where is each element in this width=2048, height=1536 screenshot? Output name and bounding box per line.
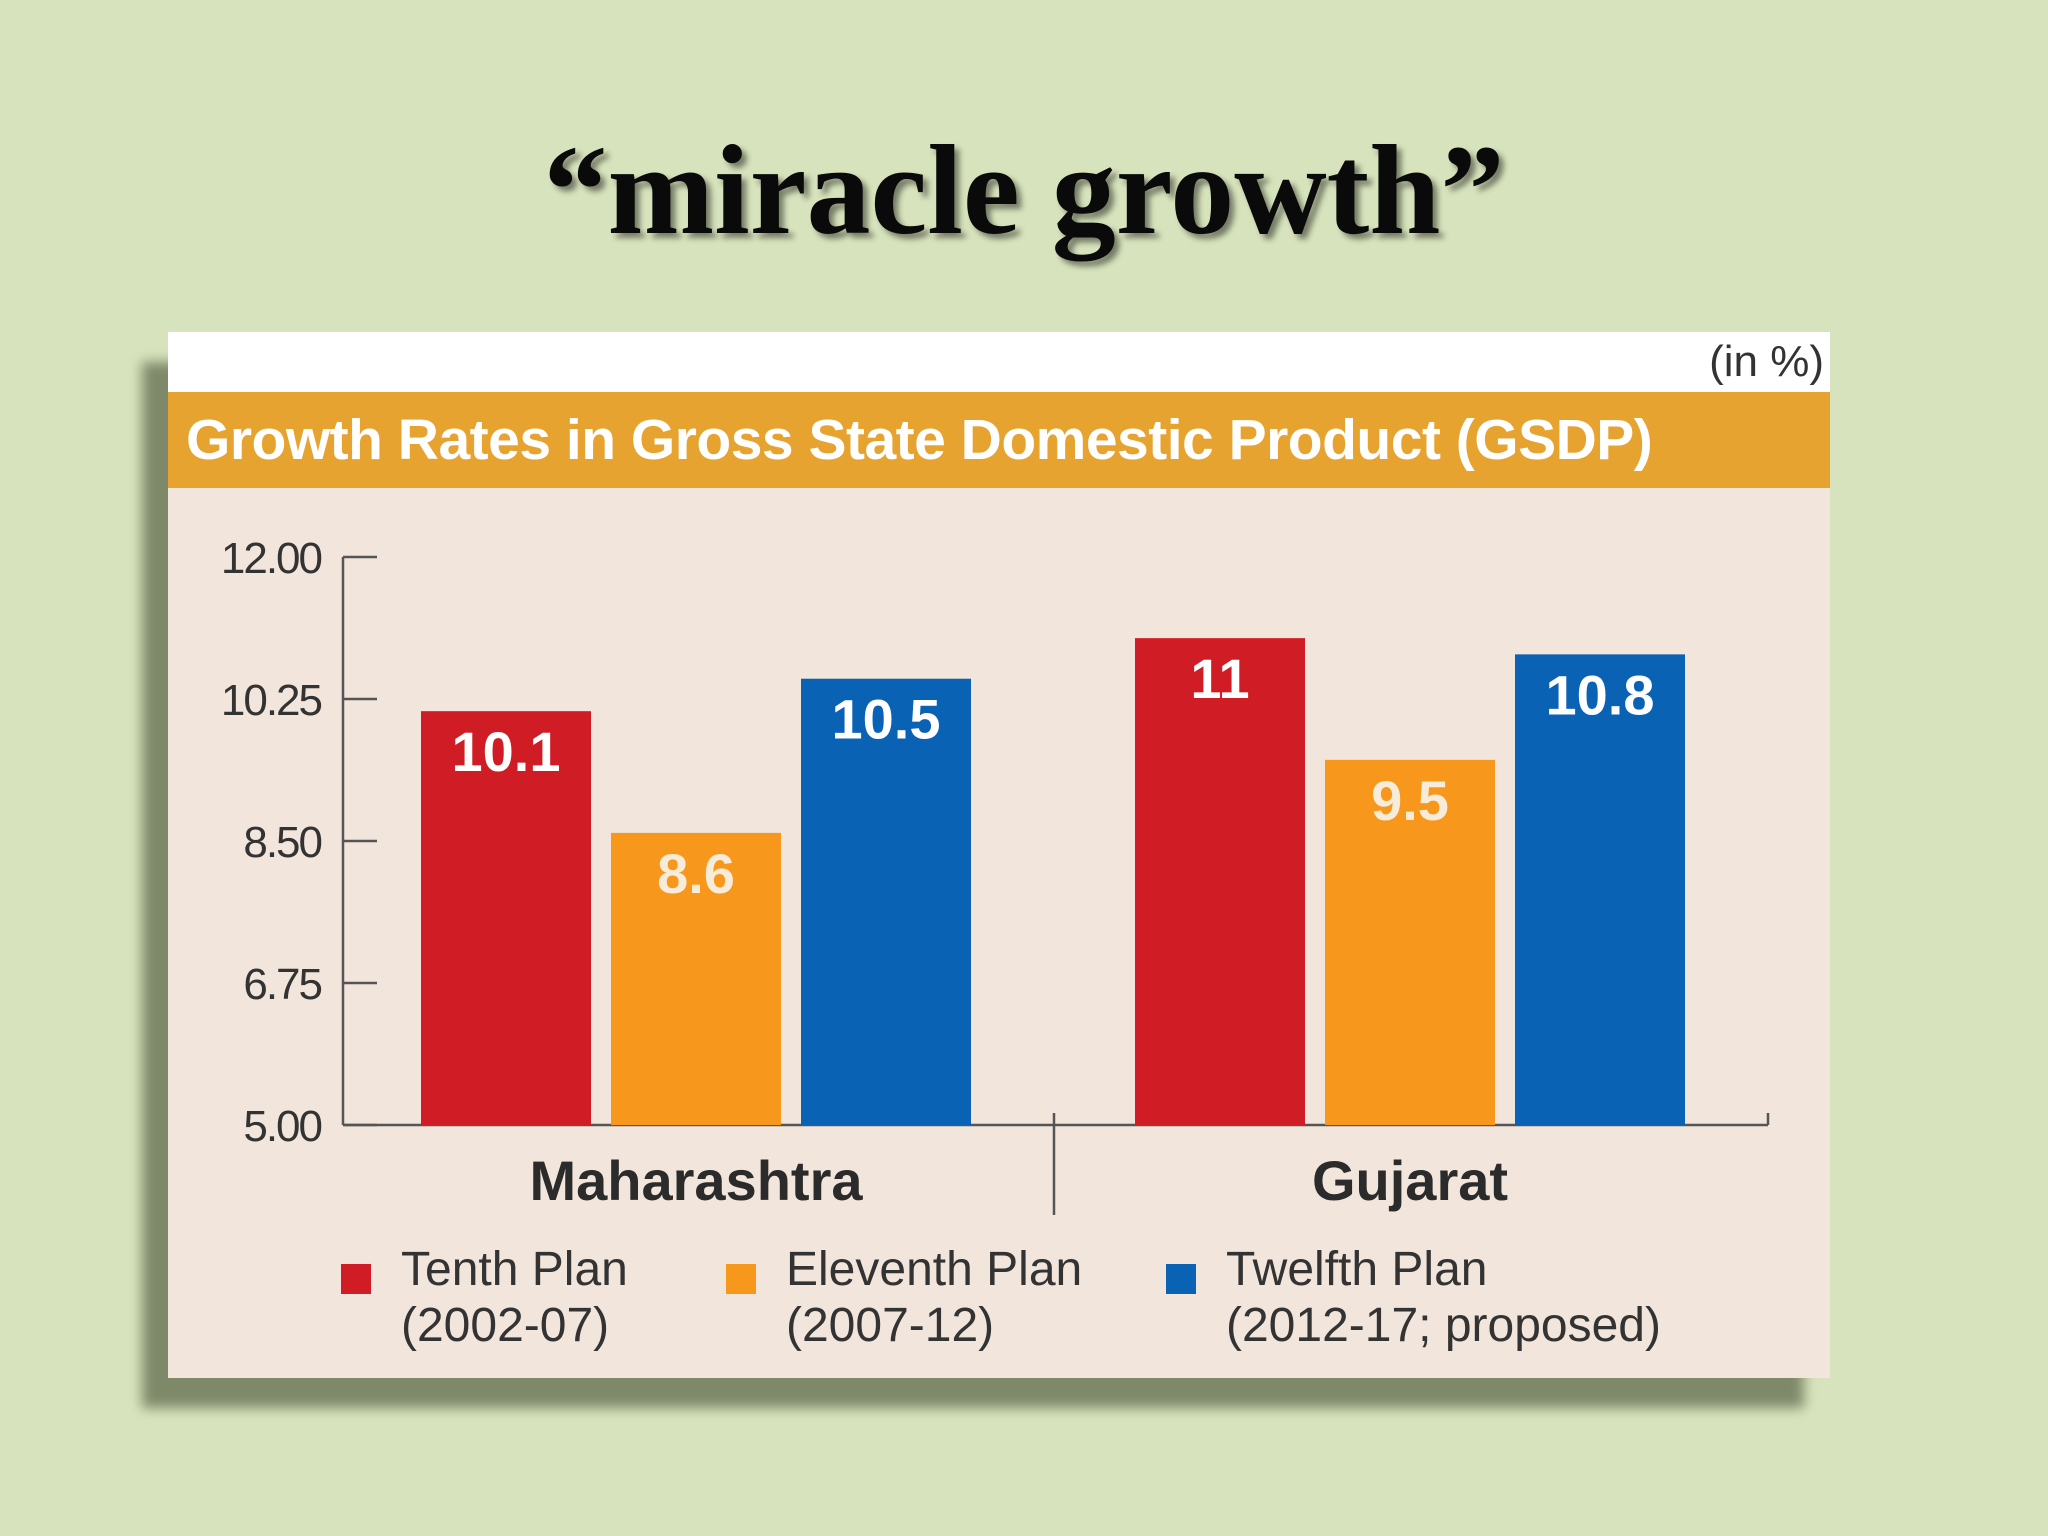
legend-period-tenth-plan: (2002-07) [401,1299,610,1352]
bar-value-label-eleventh-plan-maharashtra: 8.6 [657,842,735,905]
legend-label-tenth-plan: Tenth Plan [401,1243,628,1296]
chart-title-band: Growth Rates in Gross State Domestic Pro… [168,392,1830,488]
legend-swatch-tenth-plan [341,1264,371,1294]
bar-value-label-eleventh-plan-gujarat: 9.5 [1371,769,1449,832]
legend-swatch-eleventh-plan [726,1264,756,1294]
legend-label-twelfth-plan: Twelfth Plan [1226,1243,1488,1296]
slide-title: “miracle growth” [543,119,1505,261]
bar-twelfth-plan-maharashtra [801,678,971,1125]
y-tick-label-3: 10.25 [221,676,322,725]
bar-eleventh-plan-gujarat [1325,759,1495,1125]
chart-title: Growth Rates in Gross State Domestic Pro… [186,408,1653,472]
legend-period-eleventh-plan: (2007-12) [786,1299,995,1352]
bar-value-label-twelfth-plan-gujarat: 10.8 [1546,663,1655,726]
y-tick-label-0: 5.00 [243,1102,321,1151]
category-label-maharashtra: Maharashtra [529,1149,863,1212]
legend-label-eleventh-plan: Eleventh Plan [786,1243,1083,1296]
bar-eleventh-plan-maharashtra [611,832,781,1125]
chart-card: (in %) Growth Rates in Gross State Domes… [168,332,1830,1378]
y-tick-label-1: 6.75 [243,960,321,1009]
unit-strip: (in %) [168,332,1830,392]
bar-tenth-plan-maharashtra [421,711,591,1125]
bar-value-label-tenth-plan-maharashtra: 10.1 [452,720,561,783]
bar-twelfth-plan-gujarat [1515,654,1685,1125]
bar-value-label-tenth-plan-gujarat: 11 [1190,647,1249,710]
chart-legend: Tenth Plan (2002-07) Eleventh Plan (2007… [168,1242,1830,1362]
y-tick-label-4: 12.00 [221,534,322,583]
bar-chart: 5.00 6.75 8.50 10.25 12.00 10.1 8.6 10.5 Maharas… [221,534,1770,1215]
category-label-gujarat: Gujarat [1312,1149,1508,1212]
unit-note: (in %) [1709,337,1824,386]
y-tick-label-2: 8.50 [243,818,321,867]
legend-swatch-twelfth-plan [1166,1264,1196,1294]
bar-tenth-plan-gujarat [1135,638,1305,1125]
bar-value-label-twelfth-plan-maharashtra: 10.5 [832,688,941,751]
legend-period-twelfth-plan: (2012-17; proposed) [1226,1299,1661,1352]
